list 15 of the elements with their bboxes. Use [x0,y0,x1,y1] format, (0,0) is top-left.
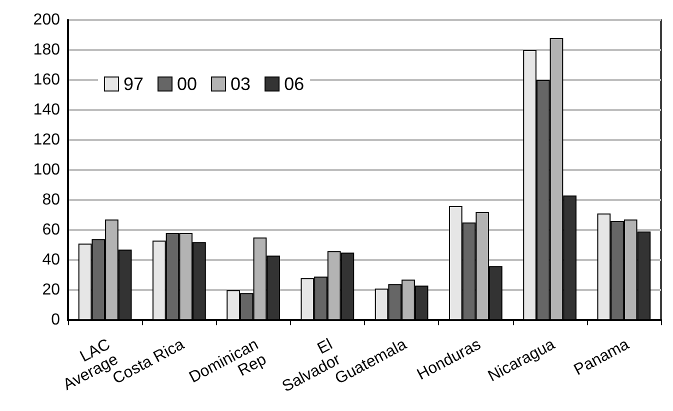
y-tick-label: 80 [42,192,60,209]
legend-label: 00 [177,74,198,94]
legend-label: 97 [124,74,144,94]
y-tick-label: 120 [33,132,60,149]
y-tick-label: 140 [33,102,60,119]
y-tick-label: 40 [42,252,60,269]
y-tick-label: 60 [42,222,60,239]
y-tick-label: 20 [42,282,60,299]
legend-label: 06 [284,74,304,94]
y-tick-label: 100 [33,162,60,179]
y-tick-label: 200 [33,12,60,28]
y-tick-label: 180 [33,42,60,59]
y-tick-label: 0 [51,312,60,329]
y-tick-label: 160 [33,72,60,89]
legend-label: 03 [230,74,251,94]
